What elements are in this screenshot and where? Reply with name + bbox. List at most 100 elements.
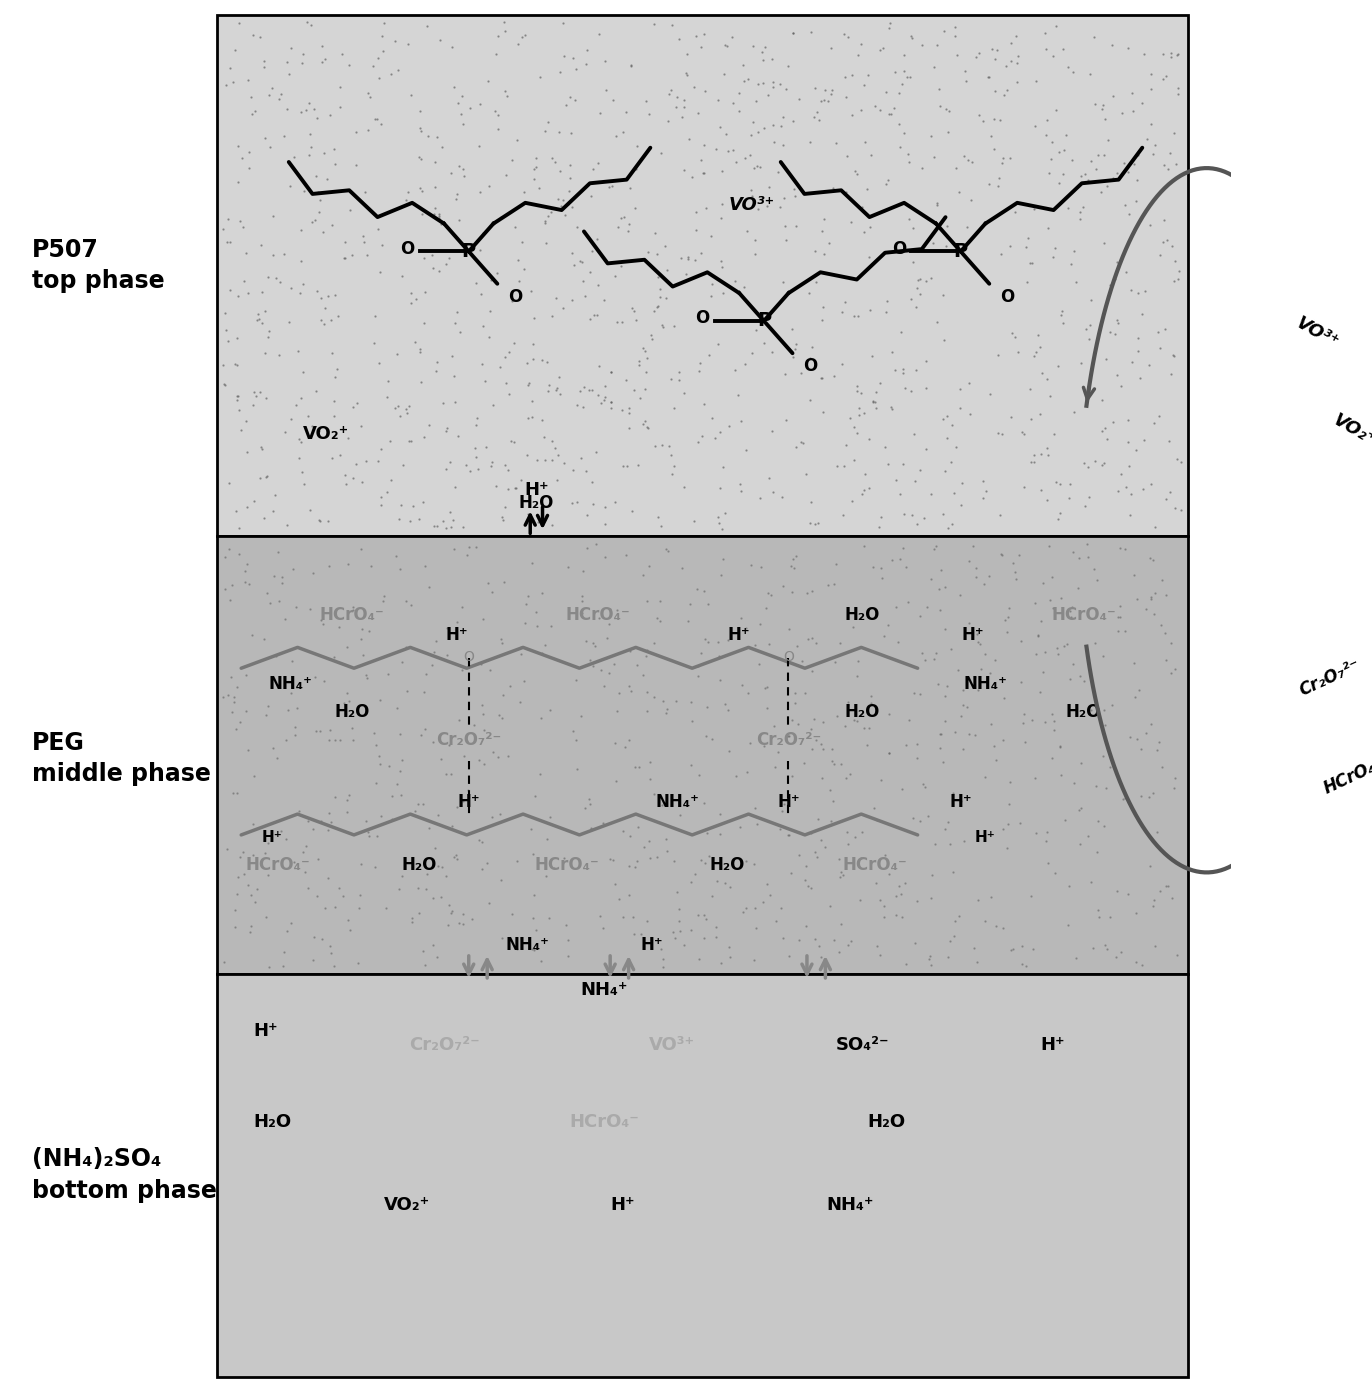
Point: [465, 536, 487, 558]
Point: [499, 675, 521, 697]
Point: [536, 351, 558, 373]
Point: [848, 404, 870, 426]
Point: [1109, 537, 1131, 560]
Point: [674, 96, 696, 118]
Point: [1117, 36, 1139, 58]
Point: [1099, 274, 1121, 296]
Point: [1048, 171, 1070, 193]
Text: VO₂⁺: VO₂⁺: [303, 425, 348, 443]
Point: [801, 580, 823, 603]
Point: [958, 372, 980, 394]
Point: [587, 152, 609, 174]
Point: [403, 192, 425, 214]
Point: [450, 103, 472, 125]
Point: [665, 881, 687, 903]
Point: [892, 778, 914, 800]
Point: [612, 820, 634, 842]
Point: [657, 110, 679, 132]
Point: [435, 253, 457, 276]
Point: [781, 709, 803, 731]
Point: [926, 193, 948, 216]
Point: [741, 185, 763, 207]
Point: [509, 690, 531, 713]
Point: [439, 163, 461, 185]
Point: [1162, 122, 1184, 145]
Point: [569, 380, 591, 402]
Point: [354, 181, 376, 203]
Point: [1148, 405, 1170, 427]
Point: [838, 406, 860, 429]
Point: [472, 316, 494, 338]
Point: [465, 447, 487, 469]
Point: [442, 509, 464, 532]
Text: VO₂⁺: VO₂⁺: [384, 1196, 431, 1214]
Point: [412, 203, 434, 226]
Point: [800, 491, 822, 514]
Point: [530, 65, 552, 88]
Point: [973, 470, 995, 493]
Point: [922, 231, 944, 253]
Point: [863, 798, 885, 820]
Point: [246, 386, 268, 408]
Point: [1052, 312, 1074, 334]
Point: [630, 387, 652, 409]
Point: [936, 227, 958, 249]
Point: [729, 82, 750, 104]
Point: [937, 516, 959, 539]
Point: [424, 196, 446, 219]
Point: [531, 642, 553, 664]
Point: [357, 244, 379, 266]
Point: [442, 899, 464, 922]
Point: [547, 121, 569, 143]
Point: [955, 60, 977, 82]
Point: [549, 383, 571, 405]
Point: [948, 905, 970, 927]
Point: [442, 816, 464, 838]
Point: [243, 490, 265, 512]
Point: [1011, 934, 1033, 956]
Point: [1063, 239, 1085, 262]
Point: [487, 117, 509, 139]
Point: [740, 124, 761, 146]
Text: H₂O: H₂O: [402, 856, 438, 874]
Point: [600, 361, 622, 383]
Point: [414, 718, 436, 741]
Point: [826, 132, 848, 155]
Point: [263, 565, 285, 587]
Point: [425, 125, 447, 148]
Point: [541, 430, 563, 452]
Point: [313, 221, 335, 244]
Point: [870, 507, 892, 529]
Point: [439, 734, 461, 756]
Point: [731, 674, 753, 696]
Text: Cr₂O₇²⁻: Cr₂O₇²⁻: [756, 731, 820, 749]
Point: [357, 82, 379, 104]
Point: [532, 426, 554, 448]
Point: [689, 351, 711, 373]
Point: [472, 223, 494, 245]
Point: [300, 14, 322, 36]
Point: [965, 665, 986, 688]
Point: [617, 884, 639, 906]
Point: [586, 228, 608, 251]
Point: [252, 507, 274, 529]
Text: O: O: [696, 309, 709, 327]
Point: [1095, 418, 1117, 440]
Point: [849, 383, 871, 405]
Point: [794, 855, 816, 877]
Point: [831, 352, 853, 374]
Point: [369, 753, 391, 775]
Point: [910, 459, 932, 482]
Point: [1017, 227, 1039, 249]
Text: H₂O: H₂O: [868, 1112, 906, 1130]
Point: [248, 308, 270, 330]
Point: [456, 729, 477, 752]
Point: [630, 923, 652, 945]
Point: [424, 152, 446, 174]
Point: [966, 557, 988, 579]
Point: [236, 441, 258, 464]
Point: [436, 915, 458, 937]
Point: [224, 899, 246, 922]
Point: [771, 799, 793, 821]
Point: [322, 390, 344, 412]
